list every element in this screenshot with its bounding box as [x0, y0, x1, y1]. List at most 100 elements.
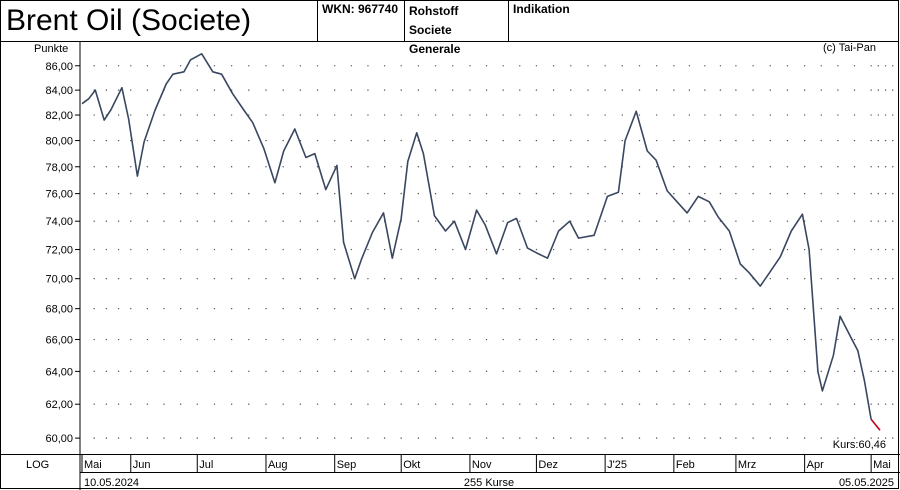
grid-dot [853, 277, 856, 280]
grid-dot [299, 370, 302, 373]
grid-dot [892, 220, 894, 222]
grid-dot [146, 89, 149, 91]
grid-dot [752, 192, 754, 195]
grid-dot [535, 89, 538, 91]
grid-dot [282, 166, 284, 168]
grid-dot [417, 166, 420, 168]
grid-dot [230, 403, 233, 405]
grid-dot [735, 166, 737, 168]
last-price-label: Kurs:60,46 [833, 439, 886, 451]
grid-dot [469, 114, 471, 116]
grid-dot [117, 192, 120, 195]
grid-dot [688, 192, 691, 195]
grid-dot [638, 403, 641, 405]
grid-dot [146, 166, 149, 168]
grid-dot [179, 248, 182, 251]
grid-dot [502, 338, 504, 341]
grid-dot [434, 370, 437, 373]
grid-dot [265, 166, 267, 168]
x-tick-label: Jun [133, 459, 151, 471]
grid-dot [383, 139, 386, 142]
grid-dot [130, 65, 132, 67]
grid-dot [130, 248, 132, 251]
grid-dot [93, 338, 95, 341]
grid-dot [877, 65, 880, 67]
grid-dot [452, 89, 454, 91]
grid-dot [535, 437, 538, 439]
grid-dot [502, 89, 504, 91]
grid-dot [196, 139, 198, 142]
grid-dot [146, 437, 149, 439]
grid-dot [434, 89, 437, 91]
grid-dot [604, 277, 606, 280]
y-tick-label: 60,00 [45, 433, 73, 445]
grid-dot [688, 248, 691, 251]
grid-dot [621, 403, 624, 405]
grid-dot [417, 220, 420, 222]
grid-dot [884, 248, 887, 251]
y-tick-label: 68,00 [45, 304, 73, 316]
grid-dot [350, 338, 353, 341]
grid-dot [884, 277, 887, 280]
grid-dot [163, 277, 165, 280]
grid-dot [638, 370, 641, 373]
grid-dot [870, 248, 872, 251]
grid-dot [570, 403, 572, 405]
grid-dot [282, 114, 284, 116]
grid-dot [248, 370, 250, 373]
grid-dot [213, 437, 216, 439]
instrument-issuer: Societe Generale [409, 23, 461, 56]
grid-dot [282, 437, 284, 439]
grid-dot [621, 248, 624, 251]
grid-dot [820, 65, 822, 67]
grid-dot [400, 370, 402, 373]
grid-dot [434, 220, 437, 222]
grid-dot [837, 437, 839, 439]
grid-dot [786, 307, 789, 310]
grid-dot [469, 220, 471, 222]
grid-dot [638, 65, 641, 67]
grid-dot [735, 89, 737, 91]
grid-dot [552, 89, 555, 91]
grid-dot [316, 220, 319, 222]
grid-dot [735, 277, 737, 280]
grid-dot [752, 338, 754, 341]
grid-dot [820, 338, 822, 341]
grid-dot [570, 192, 572, 195]
grid-dot [452, 139, 454, 142]
grid-dot [769, 437, 771, 439]
grid-dot [570, 307, 572, 310]
grid-dot [820, 248, 822, 251]
grid-dot [853, 65, 856, 67]
grid-dot [146, 248, 149, 251]
grid-dot [93, 403, 95, 405]
grid-dot [704, 338, 706, 341]
grid-dot [367, 248, 369, 251]
grid-dot [485, 277, 488, 280]
grid-dot [519, 65, 521, 67]
grid-dot [350, 437, 353, 439]
grid-dot [673, 370, 675, 373]
grid-dot [105, 403, 108, 405]
grid-dot [452, 307, 454, 310]
grid-dot [604, 403, 606, 405]
grid-dot [299, 403, 302, 405]
grid-dot [163, 114, 165, 116]
grid-dot [570, 89, 572, 91]
grid-dot [638, 166, 641, 168]
grid-dot [837, 89, 839, 91]
grid-dot [469, 307, 471, 310]
grid-dot [469, 403, 471, 405]
grid-dot [786, 403, 789, 405]
grid-dot [334, 139, 336, 142]
grid-dot [117, 248, 120, 251]
grid-dot [299, 166, 302, 168]
grid-dot [350, 114, 353, 116]
grid-dot [179, 166, 182, 168]
grid-dot [655, 166, 658, 168]
grid-dot [820, 89, 822, 91]
grid-dot [230, 139, 233, 142]
grid-dot [704, 437, 706, 439]
grid-dot [93, 220, 95, 222]
grid-dot [519, 338, 521, 341]
